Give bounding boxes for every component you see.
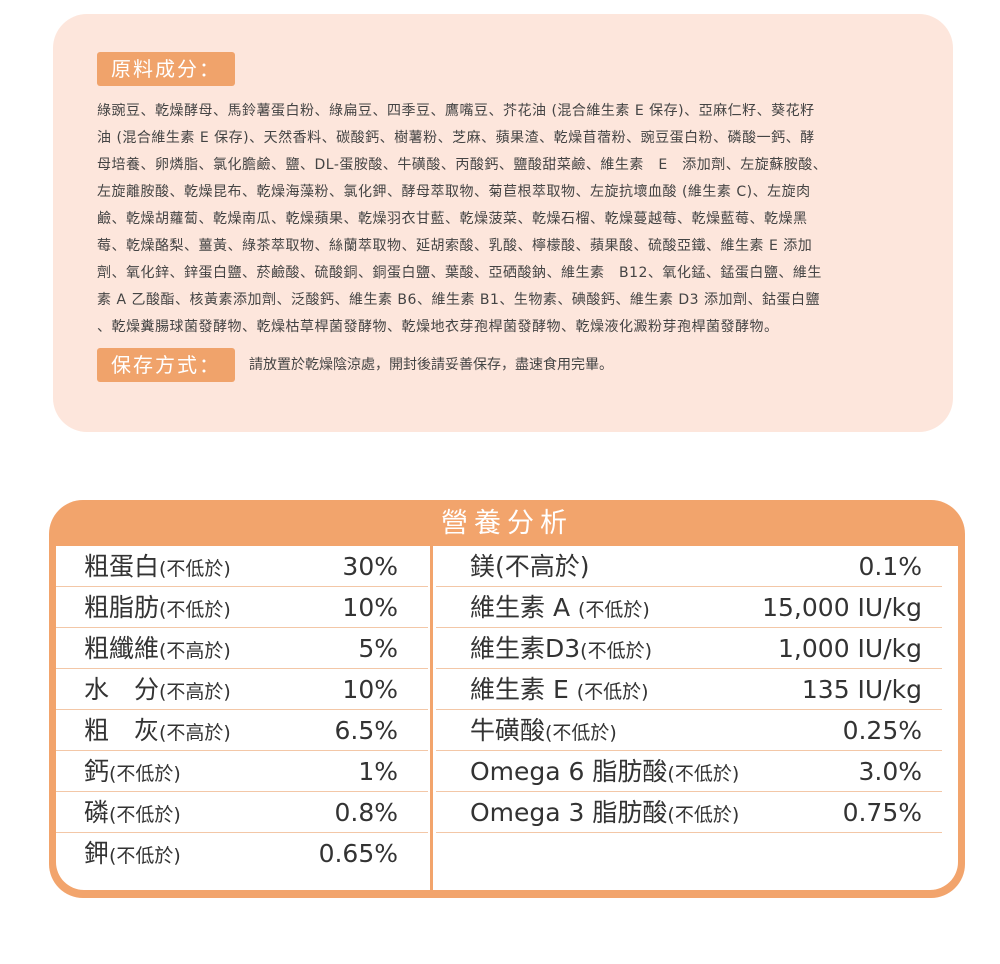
ingredients-line: 、乾燥糞腸球菌發酵物、乾燥枯草桿菌發酵物、乾燥地衣芽孢桿菌發酵物、乾燥液化澱粉芽… [97, 319, 779, 335]
nutrient-qualifier: (不低於) [580, 640, 652, 662]
nutrition-panel: 營養分析 粗蛋白(不低於) 30% 粗脂肪(不低於) 10% 粗纖維(不高於) 5% … [49, 500, 965, 898]
nutrient-qualifier: (不低於) [578, 599, 650, 621]
nutrient-value: 30% [342, 552, 398, 581]
nutrient-qualifier: (不低於) [159, 558, 231, 580]
nutrition-row: 粗纖維(不高於) 5% [56, 628, 428, 669]
nutrient-value: 135 IU/kg [801, 675, 922, 704]
ingredients-line: 莓、乾燥酪梨、薑黃、綠茶萃取物、絲蘭萃取物、延胡索酸、乳酸、檸檬酸、蘋果酸、硫酸… [97, 238, 813, 254]
nutrient-name: 粗蛋白 [84, 552, 160, 581]
ingredients-panel: 原料成分： 綠豌豆、乾燥酵母、馬鈴薯蛋白粉、綠扁豆、四季豆、鷹嘴豆、芥花油 (混… [53, 14, 953, 432]
nutrition-left-column: 粗蛋白(不低於) 30% 粗脂肪(不低於) 10% 粗纖維(不高於) 5% 水 分(不… [56, 546, 428, 874]
nutrient-name: 粗 灰 [84, 716, 160, 745]
nutrition-right-column: 鎂(不高於) 0.1% 維生素 A (不低於) 15,000 IU/kg 維生素D3… [436, 546, 958, 874]
nutrient-name: 磷 [84, 798, 110, 827]
nutrition-row: 鉀(不低於) 0.65% [56, 833, 428, 874]
ingredients-line: 素 A 乙酸酯、核黃素添加劑、泛酸鈣、維生素 B6、維生素 B1、生物素、碘酸鈣… [97, 292, 820, 308]
nutrient-qualifier: (不低於) [667, 763, 740, 785]
nutrient-qualifier: (不低於) [109, 845, 181, 867]
nutrient-qualifier: (不低於) [667, 804, 740, 826]
ingredients-line: 油 (混合維生素 E 保存)、天然香料、碳酸鈣、樹薯粉、芝麻、蘋果渣、乾燥苜蓿粉… [97, 130, 815, 146]
storage-label: 保存方式： [97, 348, 235, 382]
nutrient-value: 10% [342, 675, 398, 704]
nutrient-name: 鈣 [84, 757, 110, 786]
nutrient-name: 鉀 [84, 839, 110, 868]
nutrition-title: 營養分析 [441, 508, 573, 539]
nutrient-name: 維生素D3 [470, 634, 581, 663]
nutrient-name: 牛磺酸 [470, 716, 546, 745]
nutrient-name: 粗脂肪 [84, 593, 160, 622]
nutrient-value: 6.5% [334, 716, 398, 745]
nutrient-name: 粗纖維 [84, 634, 160, 663]
nutrient-name: 水 分 [84, 675, 160, 704]
nutrition-row: 鎂(不高於) 0.1% [436, 546, 942, 587]
nutrient-value: 0.1% [858, 552, 922, 581]
nutrition-row: 粗蛋白(不低於) 30% [56, 546, 428, 587]
nutrient-name: Omega 6 脂肪酸 [470, 757, 668, 786]
ingredients-list: 綠豌豆、乾燥酵母、馬鈴薯蛋白粉、綠扁豆、四季豆、鷹嘴豆、芥花油 (混合維生素 E… [97, 98, 927, 341]
column-divider [430, 546, 433, 890]
nutrition-row-empty [436, 833, 942, 874]
nutrient-qualifier: (不高於) [159, 722, 231, 744]
nutrient-qualifier: (不高於) [159, 640, 231, 662]
nutrition-row: 牛磺酸(不低於) 0.25% [436, 710, 942, 751]
nutrient-qualifier: (不低於) [576, 681, 649, 703]
nutrient-value: 5% [358, 634, 398, 663]
ingredients-line: 綠豌豆、乾燥酵母、馬鈴薯蛋白粉、綠扁豆、四季豆、鷹嘴豆、芥花油 (混合維生素 E… [97, 103, 815, 119]
nutrient-name: 維生素 A [470, 593, 578, 622]
nutrient-value: 0.8% [334, 798, 398, 827]
nutrient-name: 鎂(不高於) [470, 552, 590, 581]
nutrient-qualifier: (不低於) [109, 804, 181, 826]
nutrition-row: 鈣(不低於) 1% [56, 751, 428, 792]
storage-text: 請放置於乾燥陰涼處，開封後請妥善保存，盡速食用完畢。 [249, 357, 613, 373]
nutrition-row: 水 分(不高於) 10% [56, 669, 428, 710]
ingredients-line: 母培養、卵燐脂、氯化膽鹼、鹽、DL-蛋胺酸、牛磺酸、丙酸鈣、鹽酸甜菜鹼、維生素 … [97, 157, 828, 173]
nutrition-table: 粗蛋白(不低於) 30% 粗脂肪(不低於) 10% 粗纖維(不高於) 5% 水 分(不… [56, 546, 958, 890]
nutrient-name: Omega 3 脂肪酸 [470, 798, 668, 827]
nutrient-value: 0.75% [842, 798, 922, 827]
nutrient-value: 15,000 IU/kg [762, 593, 922, 622]
nutrition-row: 維生素 E (不低於) 135 IU/kg [436, 669, 942, 710]
nutrient-name: 維生素 E [470, 675, 577, 704]
nutrient-value: 1,000 IU/kg [778, 634, 922, 663]
nutrient-qualifier: (不低於) [109, 763, 181, 785]
nutrition-row: 粗脂肪(不低於) 10% [56, 587, 428, 628]
nutrition-row: Omega 3 脂肪酸(不低於) 0.75% [436, 792, 942, 833]
ingredients-line: 左旋離胺酸、乾燥昆布、乾燥海藻粉、氯化鉀、酵母萃取物、菊苣根萃取物、左旋抗壞血酸… [97, 184, 811, 200]
nutrition-row: 粗 灰(不高於) 6.5% [56, 710, 428, 751]
nutrition-row: Omega 6 脂肪酸(不低於) 3.0% [436, 751, 942, 792]
nutrient-qualifier: (不高於) [159, 681, 231, 703]
nutrient-value: 0.65% [318, 839, 398, 868]
nutrient-value: 0.25% [842, 716, 922, 745]
nutrition-row: 維生素 A (不低於) 15,000 IU/kg [436, 587, 942, 628]
nutrient-value: 10% [342, 593, 398, 622]
nutrient-value: 3.0% [858, 757, 922, 786]
nutrient-qualifier: (不低於) [159, 599, 231, 621]
nutrition-row: 維生素D3(不低於) 1,000 IU/kg [436, 628, 942, 669]
ingredients-line: 鹼、乾燥胡蘿蔔、乾燥南瓜、乾燥蘋果、乾燥羽衣甘藍、乾燥菠菜、乾燥石榴、乾燥蔓越莓… [97, 211, 808, 227]
nutrient-value: 1% [358, 757, 398, 786]
ingredients-label: 原料成分： [97, 52, 235, 86]
nutrient-qualifier: (不低於) [545, 722, 617, 744]
ingredients-line: 劑、氧化鋅、鋅蛋白鹽、菸鹼酸、硫酸銅、銅蛋白鹽、葉酸、亞硒酸鈉、維生素 B12、… [97, 265, 822, 281]
nutrition-row: 磷(不低於) 0.8% [56, 792, 428, 833]
